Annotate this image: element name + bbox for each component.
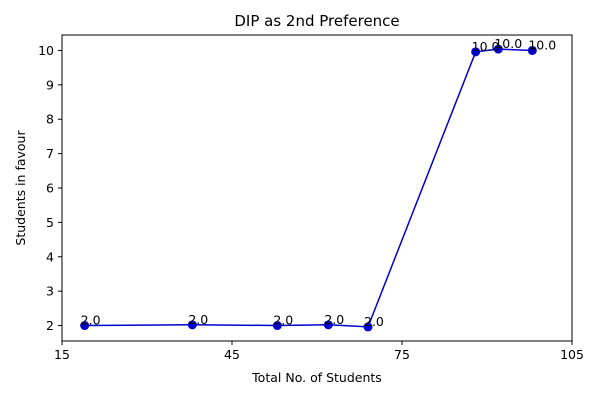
x-axis-label: Total No. of Students <box>251 370 382 385</box>
y-tick-label: 8 <box>46 112 54 127</box>
y-axis-label: Students in favour <box>13 130 28 246</box>
x-tick-label: 45 <box>224 347 240 362</box>
y-tick-label: 9 <box>46 77 54 92</box>
data-label: 10.0 <box>472 39 500 54</box>
x-axis: 15 45 75 105 <box>54 341 584 362</box>
data-point <box>80 321 90 331</box>
y-tick-label: 2 <box>46 318 54 333</box>
data-point <box>471 47 481 57</box>
chart-title: DIP as 2nd Preference <box>234 12 399 30</box>
data-label: 10.0 <box>528 37 556 52</box>
y-tick-label: 10 <box>38 43 54 58</box>
data-label: 2.0 <box>81 313 101 328</box>
series-line <box>84 48 533 328</box>
y-tick-label: 4 <box>46 249 54 264</box>
y-tick-label: 6 <box>46 181 54 196</box>
y-tick-label: 5 <box>46 215 54 230</box>
data-point <box>323 320 333 330</box>
x-tick-label: 105 <box>560 347 584 362</box>
plot-area <box>61 34 573 342</box>
y-tick-label: 3 <box>46 284 54 299</box>
data-label: 2.0 <box>273 313 293 328</box>
data-point <box>272 321 282 331</box>
data-labels: 2.0 2.0 2.0 2.0 2.010.010.0 10.0 <box>81 36 557 329</box>
y-tick-label: 7 <box>46 146 54 161</box>
plot-frame <box>61 34 573 342</box>
data-label: 10.0 <box>494 36 522 51</box>
data-label: 2.0 <box>364 314 384 329</box>
data-label: 2.0 <box>324 312 344 327</box>
data-point <box>527 45 537 55</box>
data-label: 2.0 <box>188 312 208 327</box>
data-point <box>187 320 197 330</box>
data-point <box>363 322 373 332</box>
data-markers <box>80 44 537 332</box>
y-axis: 2 3 4 5 6 7 8 9 10 <box>38 43 62 333</box>
data-point <box>493 44 503 54</box>
x-tick-label: 15 <box>54 347 70 362</box>
x-tick-label: 75 <box>394 347 410 362</box>
